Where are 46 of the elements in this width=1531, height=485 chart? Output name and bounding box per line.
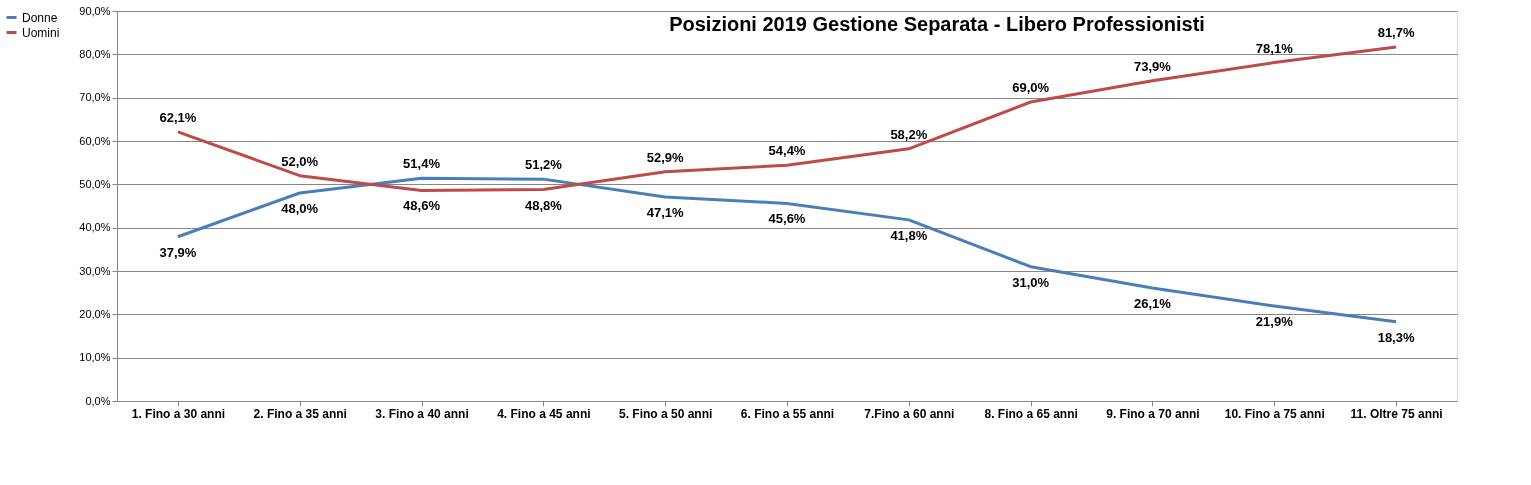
data-label: 45,6% xyxy=(768,211,806,227)
data-label: 47,1% xyxy=(646,204,685,220)
data-label: 48,8% xyxy=(524,197,563,213)
data-label: 51,2% xyxy=(524,157,563,173)
data-label: 31,0% xyxy=(1012,274,1050,290)
data-label: 73,9% xyxy=(1134,58,1172,74)
data-label: 81,7% xyxy=(1377,24,1415,40)
y-tick-label: 80,0% xyxy=(79,47,111,60)
x-tick-label: 4. Fino a 45 anni xyxy=(497,406,591,421)
data-label: 54,4% xyxy=(768,143,806,159)
y-tick-label: 40,0% xyxy=(79,221,111,234)
x-tick-label: 10. Fino a 75 anni xyxy=(1224,406,1325,421)
data-label: 69,0% xyxy=(1012,80,1050,95)
data-label: 52,0% xyxy=(281,153,319,169)
x-tick-label: 3. Fino a 40 anni xyxy=(375,406,469,421)
x-tick-label: 5. Fino a 50 anni xyxy=(619,406,713,421)
y-tick-label: 60,0% xyxy=(79,134,111,147)
y-tick-label: 10,0% xyxy=(79,351,111,364)
data-label: 37,9% xyxy=(159,244,197,260)
data-label: 62,1% xyxy=(159,109,197,125)
data-label: 58,2% xyxy=(890,126,928,142)
data-label: 48,0% xyxy=(281,201,319,216)
x-tick-label: 1. Fino a 30 anni xyxy=(131,406,226,421)
data-label: 78,1% xyxy=(1255,40,1294,56)
data-label: 18,3% xyxy=(1377,329,1415,345)
y-tick-label: 70,0% xyxy=(79,91,111,104)
y-tick-label: 90,0% xyxy=(79,4,111,17)
x-tick-label: 9. Fino a 70 anni xyxy=(1106,406,1200,421)
x-tick-label: 11. Oltre 75 anni xyxy=(1350,406,1443,421)
y-tick-label: 30,0% xyxy=(79,264,111,277)
y-tick-label: 0,0% xyxy=(85,394,111,407)
x-tick-label: 2. Fino a 35 anni xyxy=(253,406,347,421)
y-tick-label: 20,0% xyxy=(79,307,111,320)
legend-label: Donne xyxy=(22,10,58,25)
x-tick-label: 8. Fino a 65 anni xyxy=(984,406,1078,421)
chart-title: Posizioni 2019 Gestione Separata - Libero Professionisti xyxy=(669,13,1205,35)
data-label: 48,6% xyxy=(403,198,441,214)
data-label: 51,4% xyxy=(403,156,441,172)
y-tick-label: 50,0% xyxy=(79,177,111,190)
data-label: 41,8% xyxy=(890,227,928,243)
data-label: 21,9% xyxy=(1255,314,1294,330)
data-label: 26,1% xyxy=(1134,295,1172,311)
x-tick-label: 6. Fino a 55 anni xyxy=(740,406,835,421)
data-label: 52,9% xyxy=(646,149,685,165)
x-tick-label: 7.Fino a 60 anni xyxy=(864,406,955,421)
legend-label: Uomini xyxy=(22,25,60,40)
